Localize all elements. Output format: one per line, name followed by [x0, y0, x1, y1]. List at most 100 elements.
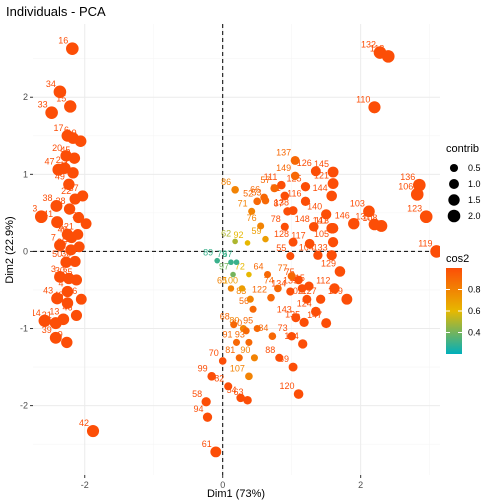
- data-point-label: 13: [49, 306, 59, 316]
- data-point: [63, 203, 76, 215]
- cos2-legend-ticks: 0.8 0.6 0.4: [446, 285, 481, 338]
- x-tick-label: 0: [220, 480, 225, 490]
- data-point-label: 148: [295, 214, 310, 224]
- data-point-label: 65: [217, 275, 227, 285]
- data-point: [348, 217, 360, 230]
- data-point: [245, 372, 253, 381]
- data-point-label: 66: [250, 184, 260, 194]
- data-point: [299, 317, 309, 327]
- x-tick-label: 2: [358, 480, 363, 490]
- axes: -2 0 2 -2 -1 0 1 2: [20, 24, 440, 490]
- data-point: [288, 237, 298, 247]
- data-point-label: 2: [56, 155, 61, 165]
- data-point: [274, 284, 282, 293]
- data-point: [210, 446, 222, 458]
- data-point: [287, 331, 296, 341]
- data-point-label: 38: [42, 193, 52, 203]
- data-point: [286, 252, 295, 261]
- data-point-label: 62: [221, 228, 231, 238]
- data-point-label: 145: [314, 159, 329, 169]
- data-point: [419, 210, 433, 224]
- data-point-label: 89: [203, 248, 213, 258]
- data-point: [245, 338, 253, 346]
- x-tick-label: -2: [81, 480, 89, 490]
- contrib-legend-label: 2.0: [468, 211, 481, 221]
- data-point-label: 123: [407, 204, 422, 214]
- data-point-label: 41: [43, 209, 53, 219]
- data-point: [326, 190, 337, 202]
- data-point-label: 127: [302, 286, 317, 296]
- data-point-label: 64: [254, 262, 264, 272]
- data-point: [63, 178, 75, 191]
- data-point-label: 20: [52, 143, 62, 153]
- data-point-label: 36: [61, 248, 71, 258]
- data-point-label: 140: [307, 201, 322, 211]
- cos2-tick-label: 0.8: [468, 285, 481, 295]
- data-point-label: 94: [194, 404, 204, 414]
- data-point: [34, 210, 48, 224]
- data-point-label: 117: [291, 231, 305, 241]
- data-point: [268, 332, 277, 341]
- data-point-label: 128: [274, 229, 289, 239]
- data-point: [300, 182, 311, 192]
- data-point: [341, 293, 353, 305]
- data-point-label: 102: [288, 286, 303, 296]
- data-point-label: 67: [222, 249, 232, 259]
- data-point-label: 135: [285, 309, 300, 319]
- data-point: [290, 155, 300, 165]
- data-point: [313, 250, 323, 260]
- data-point-label: 56: [239, 296, 249, 306]
- data-point-label: 79: [217, 249, 227, 259]
- data-point-label: 112: [316, 275, 330, 285]
- data-point-label: 63: [234, 387, 244, 397]
- data-point: [246, 295, 254, 303]
- data-point: [54, 271, 66, 283]
- data-point-label: 136: [400, 172, 415, 182]
- data-point: [224, 382, 233, 391]
- data-point: [263, 271, 272, 279]
- data-point-label: 23: [27, 204, 37, 214]
- data-point: [233, 259, 240, 266]
- data-point: [287, 272, 296, 281]
- data-point: [270, 184, 279, 193]
- cos2-tick-label: 0.6: [468, 306, 481, 316]
- data-point-label: 143: [277, 305, 292, 315]
- data-point: [50, 199, 63, 212]
- data-point: [74, 135, 87, 148]
- data-point: [308, 221, 319, 232]
- data-point-label: 30: [55, 265, 65, 275]
- contrib-legend-title: contrib: [446, 143, 479, 155]
- data-point-label: 69: [279, 354, 289, 364]
- data-point-label: 76: [247, 213, 257, 223]
- data-point: [321, 318, 332, 329]
- data-point-label: 33: [38, 100, 48, 110]
- data-point: [202, 412, 213, 422]
- data-point: [262, 235, 269, 243]
- data-point-label: 54: [227, 385, 237, 395]
- data-point: [68, 152, 81, 164]
- data-point: [231, 185, 239, 194]
- contrib-legend-label: 0.5: [468, 163, 481, 173]
- data-point: [327, 178, 339, 190]
- data-point-label: 93: [235, 329, 245, 339]
- data-point: [410, 188, 424, 201]
- data-point-label: 122: [252, 285, 267, 295]
- data-point: [300, 196, 311, 206]
- data-point-label: 28: [56, 196, 66, 206]
- data-point-label: 100: [223, 275, 238, 285]
- data-point: [326, 250, 337, 261]
- data-point-label: 121: [314, 171, 329, 181]
- data-point-label: 14: [31, 308, 41, 318]
- data-point-label: 137: [276, 147, 291, 157]
- data-point-label: 92: [234, 230, 244, 240]
- y-tick-label: 0: [23, 246, 28, 256]
- data-point: [66, 42, 79, 55]
- data-point-label: 120: [280, 381, 295, 391]
- y-tick-label: 1: [23, 169, 28, 179]
- data-point: [51, 216, 64, 229]
- data-point-label: 21: [64, 221, 74, 231]
- data-point-label: 129: [321, 258, 336, 268]
- data-point: [238, 285, 246, 292]
- data-point: [304, 281, 314, 291]
- data-point-label: 149: [276, 163, 291, 173]
